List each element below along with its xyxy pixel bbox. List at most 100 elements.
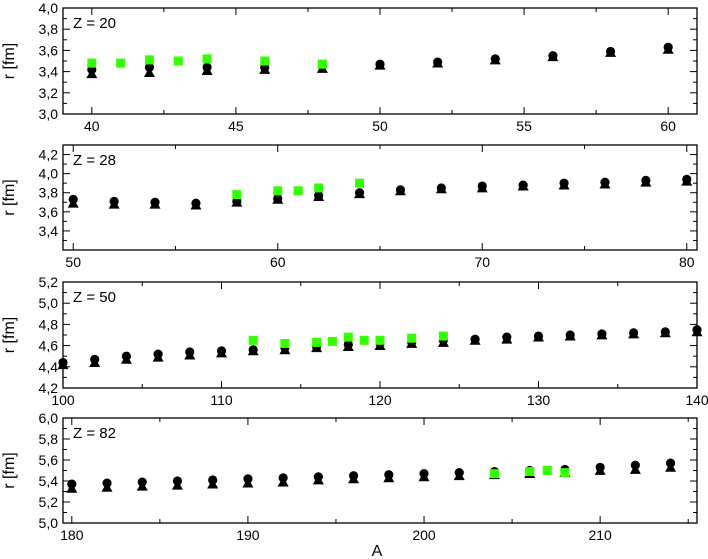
data-point-square (293, 186, 303, 196)
x-tick-label: 70 (474, 254, 490, 270)
y-axis-title: r [fm] (1, 452, 18, 488)
x-tick-label: 130 (527, 392, 551, 408)
data-point-circle (185, 347, 195, 357)
data-point-circle (533, 331, 544, 341)
data-point-circle (354, 188, 365, 198)
data-point-circle (202, 62, 212, 72)
x-tick-label: 50 (372, 118, 388, 134)
x-tick-label: 200 (412, 527, 436, 543)
panel-4: 180 190 200 210 5,0 5,2 5,4 5,6 5,8 6,0 r [fm] Z = … (1, 410, 698, 559)
data-point-square (173, 56, 183, 66)
panel-label: Z = 82 (73, 425, 116, 442)
data-point-circle (216, 346, 227, 356)
data-point-square (144, 55, 154, 65)
x-tick-label: 120 (368, 392, 392, 408)
data-point-circle (314, 190, 324, 201)
data-point-square (202, 54, 212, 64)
data-point-circle (343, 339, 353, 350)
y-tick-label: 6,0 (39, 410, 59, 426)
panel-3: 100 110 120 130 140 4,2 4,4 4,6 4,8 5,0 5,2 r [fm] Z… (1, 274, 708, 408)
data-point-circle (597, 329, 607, 339)
y-tick-label: 4,2 (39, 147, 59, 163)
y-tick-label: 3,6 (39, 42, 59, 58)
x-tick-label: 55 (516, 118, 532, 134)
y-tick-label: 4,8 (39, 316, 59, 332)
data-point-square (248, 335, 258, 345)
data-point-square (438, 331, 448, 341)
panel-label: Z = 20 (73, 15, 116, 32)
data-point-circle (490, 54, 500, 64)
data-point-circle (433, 57, 443, 67)
data-point-circle (248, 345, 258, 355)
panel-label: Z = 28 (73, 152, 116, 169)
y-axis-title: r [fm] (1, 43, 18, 79)
y-axis-title: r [fm] (1, 317, 18, 353)
data-point-circle (102, 478, 112, 488)
x-axis-title: A (372, 543, 383, 559)
data-point-circle (518, 180, 528, 190)
data-point-triangle (143, 67, 155, 78)
data-point-circle (172, 476, 183, 486)
data-point-circle (595, 462, 605, 472)
data-point-circle (58, 357, 68, 368)
data-point-circle (121, 351, 131, 361)
data-point-square (87, 58, 97, 68)
data-point-square (232, 190, 242, 200)
data-point-circle (150, 197, 160, 207)
data-point-square (312, 337, 322, 347)
y-axis-title: r [fm] (1, 179, 18, 215)
y-tick-label: 5,6 (39, 452, 59, 468)
data-point-circle (660, 327, 670, 337)
data-point-circle (67, 479, 77, 489)
data-point-square (355, 178, 365, 188)
y-tick-label: 3,4 (39, 223, 59, 239)
y-tick-label: 4,0 (39, 0, 59, 16)
data-point-circle (548, 51, 558, 61)
y-tick-label: 5,0 (39, 295, 59, 311)
panel-1: 40 45 50 55 60 3,0 3,2 3,4 3,6 3,8 4,0 r [fm] Z = 20 (1, 0, 698, 134)
data-point-circle (273, 193, 283, 204)
data-point-circle (663, 42, 673, 52)
data-point-square (560, 468, 570, 478)
data-point-circle (395, 185, 406, 195)
data-point-square (327, 336, 337, 346)
data-point-circle (153, 349, 163, 359)
data-point-circle (565, 330, 575, 340)
x-tick-label: 210 (588, 527, 612, 543)
data-point-circle (477, 181, 487, 191)
y-tick-label: 4,4 (39, 359, 59, 375)
data-point-circle (278, 473, 288, 483)
data-point-square (542, 466, 552, 475)
y-tick-label: 5,2 (39, 274, 59, 290)
data-point-square (343, 332, 353, 342)
x-tick-label: 140 (685, 392, 708, 408)
data-point-square (280, 338, 290, 348)
y-tick-label: 5,4 (39, 473, 59, 489)
data-point-square (525, 467, 535, 477)
x-tick-label: 100 (51, 392, 75, 408)
data-point-square (317, 59, 327, 69)
y-tick-label: 5,2 (39, 494, 59, 510)
y-tick-label: 3,2 (39, 85, 59, 101)
x-tick-label: 50 (65, 254, 81, 270)
x-tick-label: 60 (270, 254, 286, 270)
x-tick-label: 60 (660, 118, 676, 134)
y-tick-label: 4,2 (39, 380, 59, 396)
data-point-circle (692, 325, 702, 335)
data-point-square (489, 469, 499, 479)
data-point-circle (436, 183, 446, 193)
data-point-circle (384, 470, 394, 480)
data-point-circle (243, 474, 253, 484)
data-point-circle (665, 458, 676, 468)
data-point-circle (208, 475, 218, 485)
data-point-circle (109, 196, 119, 206)
data-point-circle (348, 471, 359, 481)
data-point-square (273, 186, 283, 196)
x-tick-label: 190 (236, 527, 260, 543)
data-point-circle (144, 62, 155, 72)
data-point-circle (419, 469, 429, 479)
data-point-circle (90, 354, 100, 364)
plot-frame (62, 144, 698, 251)
data-point-circle (68, 194, 78, 205)
data-point-square (260, 56, 270, 66)
